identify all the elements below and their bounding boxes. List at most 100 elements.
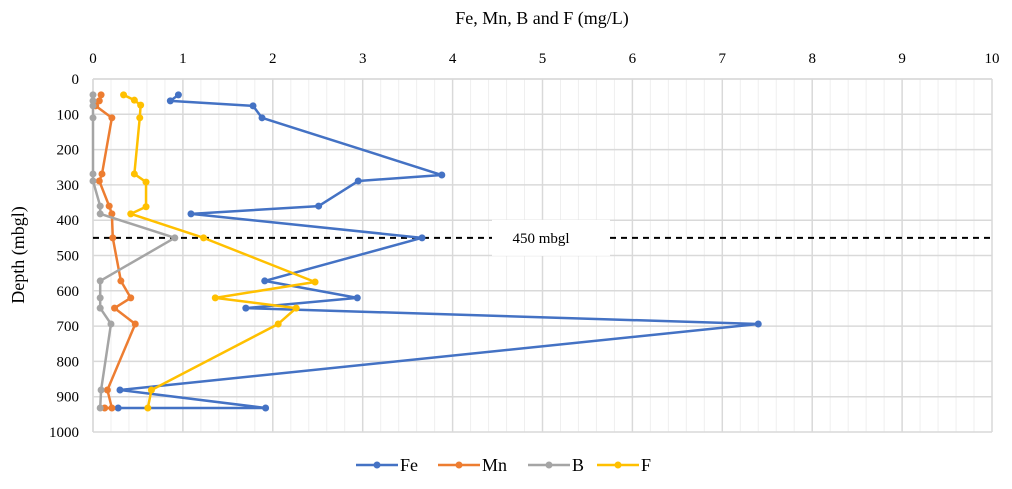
legend-label: B (572, 455, 584, 475)
data-point-b (89, 91, 97, 99)
y-tick-label: 400 (57, 213, 80, 229)
data-point-b (89, 114, 97, 122)
data-point-fe (116, 386, 124, 394)
legend-marker-icon (373, 461, 381, 469)
data-point-mn (117, 277, 125, 285)
data-point-b (171, 234, 179, 242)
legend-marker-icon (614, 461, 622, 469)
data-point-fe (249, 102, 257, 110)
data-point-b (89, 97, 97, 105)
data-point-b (96, 294, 104, 302)
data-point-fe (187, 210, 195, 218)
data-point-f (274, 320, 282, 328)
data-point-fe (166, 97, 174, 105)
data-point-mn (108, 114, 116, 122)
data-point-fe (258, 114, 266, 122)
legend-label: Fe (400, 455, 418, 475)
y-axis-title: Depth (mbgl) (8, 206, 29, 303)
data-point-b (96, 304, 104, 312)
data-point-fe (114, 404, 122, 412)
legend-item-f: F (597, 455, 651, 475)
data-point-b (97, 386, 105, 394)
y-tick-label: 1000 (49, 425, 79, 441)
x-tick-label: 10 (985, 51, 1000, 67)
series-line-mn (94, 94, 137, 410)
data-point-f (311, 278, 319, 286)
data-point-mn (127, 294, 135, 302)
data-point-fe (754, 320, 762, 328)
x-tick-label: 5 (539, 51, 547, 67)
data-point-b (96, 202, 104, 210)
series-fe (114, 91, 762, 412)
legend-label: Mn (482, 455, 507, 475)
grid (92, 78, 993, 433)
data-point-fe (174, 91, 182, 99)
y-tick-label: 800 (57, 354, 80, 370)
data-point-f (137, 101, 145, 109)
x-tick-label: 3 (359, 51, 367, 67)
reference-line-group: 450 mbgl (93, 219, 992, 256)
x-tick-label: 7 (719, 51, 727, 67)
x-tick-label: 8 (808, 51, 816, 67)
data-point-f (292, 304, 300, 312)
data-point-f (136, 114, 144, 122)
data-point-f (211, 294, 219, 302)
data-point-fe (353, 294, 361, 302)
legend-label: F (641, 455, 651, 475)
data-point-b (89, 102, 97, 110)
data-point-mn (111, 304, 119, 312)
x-tick-label: 4 (449, 51, 457, 67)
legend-item-fe: Fe (356, 455, 418, 475)
y-tick-label: 300 (57, 178, 80, 194)
data-point-b (89, 177, 97, 185)
data-point-mn (98, 170, 106, 178)
y-tick-label: 700 (57, 319, 80, 335)
legend-marker-icon (545, 461, 553, 469)
data-point-f (142, 178, 150, 186)
data-point-mn (105, 202, 113, 210)
data-point-fe (418, 234, 426, 242)
data-point-b (96, 404, 104, 412)
series-line-fe (118, 93, 760, 410)
data-point-mn (97, 91, 105, 99)
reference-label-box (492, 219, 610, 256)
series-b (89, 91, 179, 412)
legend-item-b: B (528, 455, 584, 475)
data-point-fe (438, 171, 446, 179)
x-tick-labels: 0 1 2 3 4 5 6 7 8 9 10 (89, 51, 999, 67)
series-f (120, 91, 319, 412)
data-point-mn (109, 234, 117, 242)
data-point-fe (315, 202, 323, 210)
data-point-fe (261, 277, 269, 285)
y-tick-label: 600 (57, 284, 80, 300)
legend-marker-icon (455, 461, 463, 469)
data-point-f (130, 96, 138, 104)
data-point-f (127, 210, 135, 218)
data-point-b (96, 277, 104, 285)
x-tick-label: 6 (629, 51, 637, 67)
y-tick-labels: 0 100 200 300 400 500 600 700 800 900 1000 (49, 72, 79, 441)
reference-line-label: 450 mbgl (512, 231, 569, 247)
y-tick-label: 0 (72, 72, 80, 88)
y-tick-label: 500 (57, 249, 80, 265)
x-tick-label: 1 (179, 51, 187, 67)
data-point-f (200, 234, 208, 242)
x-axis-title: Fe, Mn, B and F (mg/L) (455, 8, 629, 29)
data-point-mn (131, 320, 139, 328)
x-tick-label: 2 (269, 51, 277, 67)
x-tick-label: 9 (898, 51, 906, 67)
data-point-f (144, 404, 152, 412)
data-point-mn (108, 210, 116, 218)
data-point-b (89, 170, 97, 178)
data-point-f (130, 170, 138, 178)
data-point-f (142, 203, 150, 211)
data-point-fe (262, 404, 270, 412)
y-tick-label: 200 (57, 143, 80, 159)
y-tick-label: 100 (57, 107, 80, 123)
data-point-b (96, 210, 104, 218)
data-point-f (147, 386, 155, 394)
series-mn (92, 91, 139, 412)
data-point-mn (95, 177, 103, 185)
legend-item-mn: Mn (438, 455, 507, 475)
data-point-mn (95, 97, 103, 105)
